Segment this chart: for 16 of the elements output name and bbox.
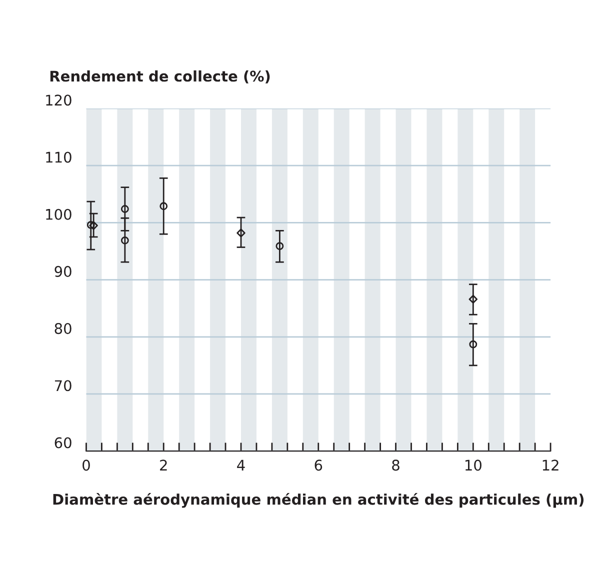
x-tick-label: 8: [392, 460, 400, 471]
y-tick-label: 70: [54, 380, 72, 392]
x-tick-label: 0: [82, 460, 90, 471]
y-tick-label: 60: [54, 437, 72, 448]
x-axis-title: Diamètre aérodynamique médian en activité des particules (μm): [53, 492, 584, 508]
x-tick-label: 6: [314, 460, 322, 471]
y-tick-label: 90: [54, 266, 72, 277]
x-tick-label: 12: [542, 460, 558, 471]
y-tick-label: 80: [54, 323, 72, 334]
y-tick-label: 100: [46, 208, 72, 220]
y-tick-label: 120: [46, 94, 72, 106]
x-tick-label: 10: [465, 460, 482, 471]
y-axis-title: Rendement de collecte (%): [50, 70, 270, 84]
y-tick-label: 110: [46, 152, 72, 163]
x-tick-label: 4: [237, 460, 245, 471]
x-tick-label: 2: [160, 460, 167, 471]
